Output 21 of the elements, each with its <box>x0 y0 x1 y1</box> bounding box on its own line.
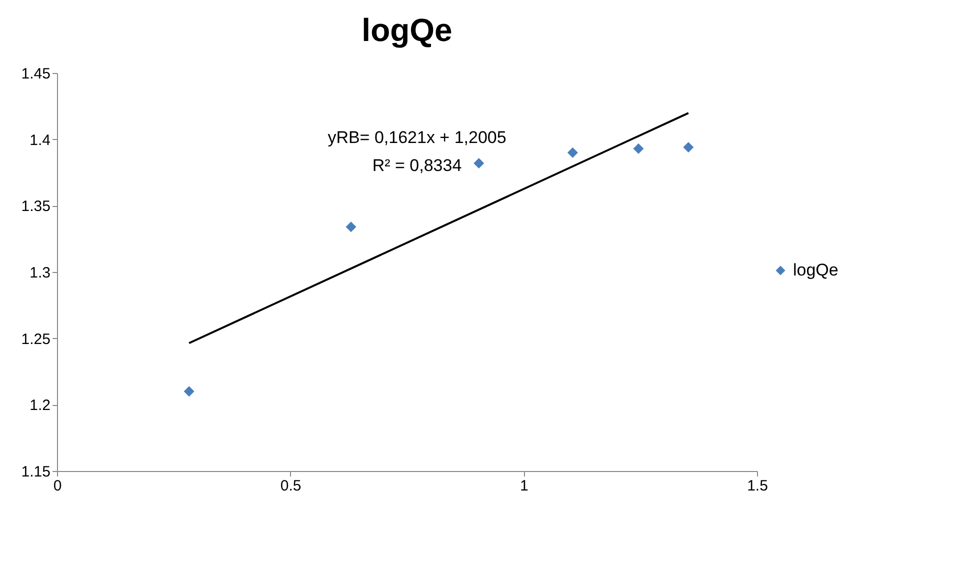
annotation: R² = 0,8334 <box>372 156 462 175</box>
y-tick-label: 1.3 <box>30 264 50 282</box>
point <box>683 142 694 153</box>
legend-label: logQe <box>793 260 838 280</box>
x-tick-label: 0 <box>53 478 62 494</box>
point <box>567 147 578 158</box>
x-tick-label: 1.5 <box>747 478 768 494</box>
y-tick-label: 1.35 <box>21 198 50 216</box>
point <box>346 222 356 232</box>
y-tick-label: 1.15 <box>21 464 50 480</box>
point <box>184 386 194 397</box>
y-tick-label: 1.4 <box>30 132 50 149</box>
point <box>633 143 644 154</box>
y-tick-label: 1.45 <box>21 66 50 82</box>
y-tick-label: 1.2 <box>30 397 50 414</box>
x-tick-label: 1 <box>520 478 528 494</box>
x-tick-label: 0.5 <box>280 478 302 494</box>
annotation: yRB= 0,1621x + 1,2005 <box>328 128 506 147</box>
chart-title: logQe <box>362 12 452 48</box>
y-tick-label: 1.25 <box>21 330 50 348</box>
point <box>474 158 484 168</box>
